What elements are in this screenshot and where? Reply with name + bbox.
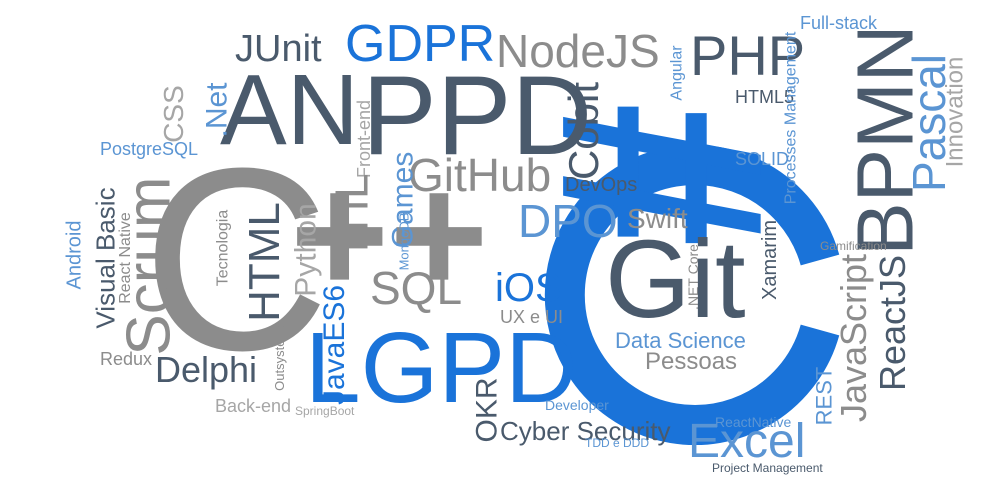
word-gamification: Gamification: [820, 239, 887, 253]
word-nodejs: NodeJS: [496, 25, 660, 77]
word-swift: Swift: [627, 203, 688, 234]
word-tecnologia: Tecnologia: [214, 209, 232, 287]
word-project-management: Project Management: [712, 461, 823, 475]
word-git-large: Git: [605, 218, 746, 341]
word-processes-management: Processes Management: [782, 31, 800, 205]
word-back-end: Back-end: [215, 396, 292, 416]
word-github: GitHub: [408, 149, 552, 201]
word-ppd: PPD: [362, 53, 593, 178]
word-dpo: DPO: [518, 195, 618, 247]
word-itil: ITIL: [325, 173, 378, 253]
word-postgresql: PostgreSQL: [100, 139, 199, 159]
word-cyber-security: Cyber Security: [500, 416, 671, 446]
word-data-science: Data Science: [615, 328, 746, 353]
word-ux-e-ui: UX e UI: [500, 307, 564, 327]
word-html: HTML: [239, 202, 289, 322]
word-c: C: [142, 115, 330, 405]
word-pessoas: Pessoas: [645, 348, 738, 375]
word-html5: HTML5: [735, 87, 795, 107]
word-gdpr: GDPR: [345, 15, 496, 73]
word-xamarim: Xamarim: [759, 219, 782, 301]
word-devops: DevOps: [565, 174, 638, 196]
word-python: Python: [289, 203, 323, 297]
word-front-end: Front-end: [354, 99, 375, 179]
word-delphi: Delphi: [155, 349, 258, 390]
word-an: AN: [220, 54, 359, 166]
word-visual-basic: Visual Basic: [90, 187, 121, 329]
word-cobit: Cobit: [560, 81, 608, 181]
word-ios: iOS: [495, 266, 562, 310]
word-angular: Angular: [668, 45, 686, 101]
word-css: CSS: [157, 85, 189, 143]
word-developer: Developer: [545, 397, 609, 413]
word-rest: REST: [811, 366, 837, 426]
word-springboot: SpringBoot: [295, 404, 355, 418]
word-solid: SOLID: [735, 149, 790, 169]
word-javascript: JavaScript: [833, 253, 875, 423]
word-junit: JUnit: [235, 28, 322, 70]
word-full-stack: Full-stack: [800, 13, 878, 33]
word-android: Android: [63, 220, 86, 290]
word-redux: Redux: [100, 349, 153, 369]
word-tdd-e-ddd: TDD e DDD: [585, 436, 650, 450]
word-innovation: Innovation: [941, 56, 969, 168]
word-okr: OKR: [470, 377, 504, 443]
word-dotnet: .Net: [200, 82, 234, 138]
word-react-native: React Native: [116, 212, 134, 304]
word-outsystems: Outsystems: [271, 322, 287, 391]
word-plus-plus: ++: [290, 140, 489, 330]
word-lgpd: LGPD: [305, 312, 578, 424]
word-reactnative: ReactNative: [715, 414, 792, 430]
word-reactjs: ReactJS: [872, 254, 914, 392]
word-excel: Excel: [688, 415, 806, 468]
word-sql: SQL: [370, 262, 463, 314]
word-php: PHP: [690, 24, 806, 87]
